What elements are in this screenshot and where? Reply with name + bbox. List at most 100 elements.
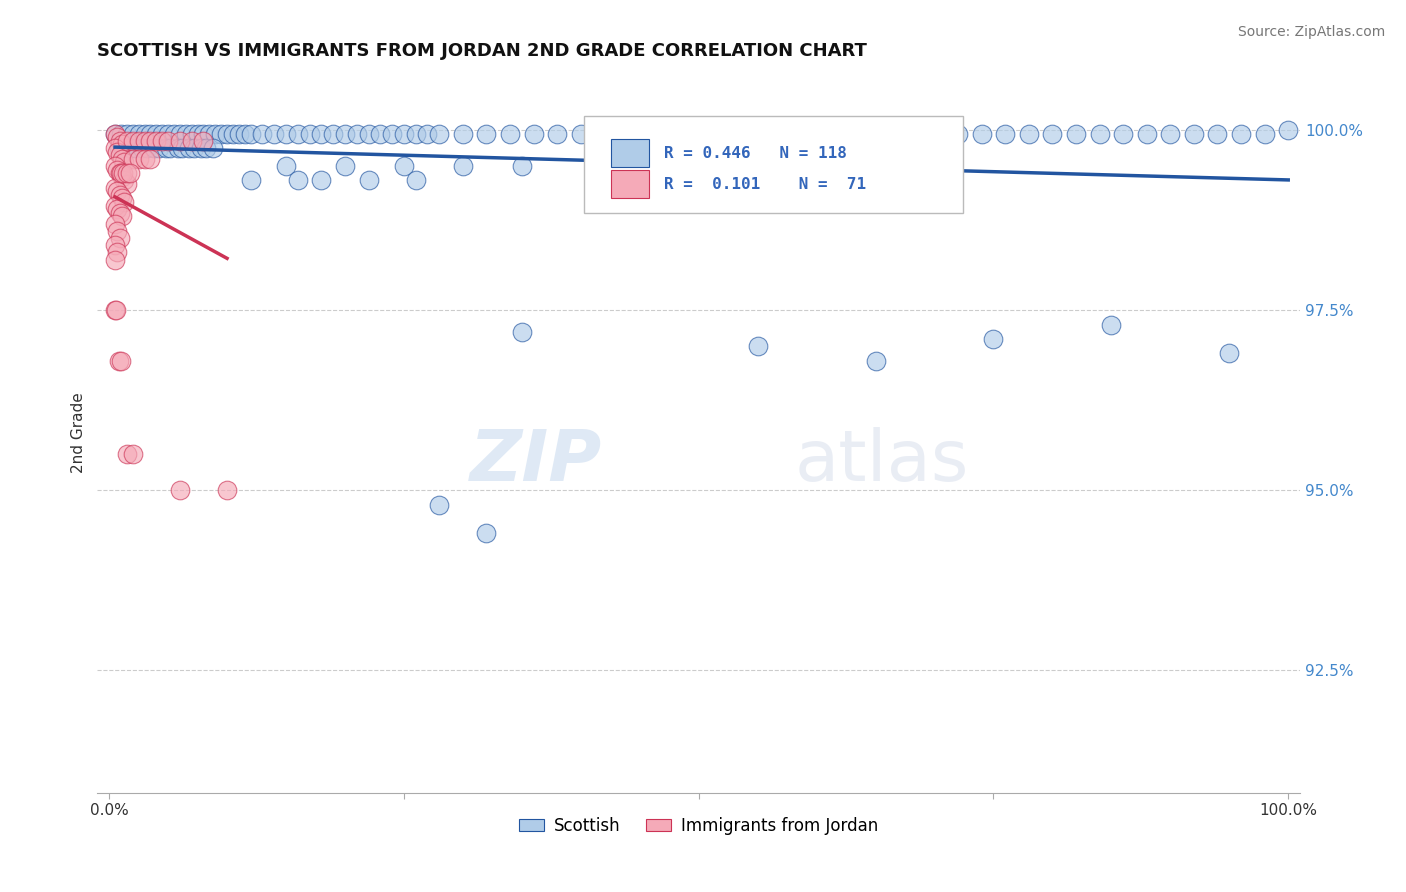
Point (110, 127, 132, 141)
Point (1136, 127, 1159, 141)
Point (274, 127, 297, 141)
Point (166, 141, 188, 155)
Point (451, 127, 474, 141)
Point (172, 141, 194, 155)
Point (104, 303, 127, 318)
Point (405, 173, 427, 187)
Point (134, 127, 156, 141)
Point (1230, 127, 1253, 141)
Point (145, 134, 167, 148)
Point (392, 159, 415, 173)
Point (105, 162, 128, 177)
Point (209, 127, 232, 141)
Point (131, 141, 153, 155)
Point (405, 127, 427, 141)
Point (115, 134, 138, 148)
Point (114, 155, 136, 169)
Point (121, 447, 143, 461)
Point (852, 127, 875, 141)
Point (108, 206, 131, 220)
Point (593, 127, 616, 141)
Point (201, 141, 224, 155)
Point (416, 127, 439, 141)
Point (983, 332, 1005, 346)
Point (104, 127, 127, 141)
Point (112, 141, 135, 155)
Point (169, 134, 191, 148)
Point (174, 127, 197, 141)
Point (499, 127, 522, 141)
Text: SCOTTISH VS IMMIGRANTS FROM JORDAN 2ND GRADE CORRELATION CHART: SCOTTISH VS IMMIGRANTS FROM JORDAN 2ND G… (97, 42, 868, 60)
Point (1042, 127, 1064, 141)
Point (782, 127, 804, 141)
Point (115, 127, 138, 141)
FancyBboxPatch shape (585, 116, 963, 213)
Point (193, 134, 215, 148)
Point (159, 141, 181, 155)
Point (105, 224, 128, 238)
Point (198, 127, 221, 141)
Point (1206, 127, 1229, 141)
Point (148, 141, 170, 155)
Point (139, 152, 162, 166)
Point (115, 166, 138, 180)
Point (120, 166, 142, 180)
Point (381, 127, 404, 141)
Point (110, 166, 132, 180)
Point (107, 353, 129, 368)
Point (105, 245, 128, 260)
Point (157, 134, 180, 148)
Point (239, 127, 262, 141)
Point (155, 141, 177, 155)
Point (150, 127, 173, 141)
Point (475, 526, 498, 541)
Point (322, 127, 344, 141)
Point (105, 130, 128, 145)
Point (1112, 127, 1135, 141)
Point (1064, 127, 1087, 141)
Point (215, 127, 238, 141)
Point (333, 127, 356, 141)
Point (142, 141, 165, 155)
Point (128, 134, 150, 148)
Point (274, 159, 297, 173)
Point (523, 127, 546, 141)
Point (475, 127, 498, 141)
Point (111, 210, 134, 224)
Point (1099, 318, 1122, 332)
Point (112, 166, 135, 180)
Point (135, 141, 157, 155)
Point (876, 127, 898, 141)
Point (104, 180, 127, 194)
Point (392, 127, 415, 141)
Point (747, 339, 769, 353)
Point (190, 141, 212, 155)
Point (128, 152, 150, 166)
Point (311, 127, 333, 141)
Point (105, 202, 128, 217)
Point (180, 134, 202, 148)
Point (204, 127, 226, 141)
Point (970, 127, 993, 141)
Point (994, 127, 1017, 141)
Point (451, 159, 474, 173)
Point (711, 127, 734, 141)
Point (228, 127, 250, 141)
Point (346, 127, 368, 141)
Point (111, 169, 134, 184)
Point (1088, 127, 1111, 141)
Point (298, 127, 321, 141)
Point (105, 303, 128, 318)
Point (193, 127, 215, 141)
Point (287, 173, 309, 187)
Point (215, 483, 238, 498)
Point (617, 127, 640, 141)
Point (121, 134, 143, 148)
Point (546, 127, 568, 141)
Point (924, 127, 946, 141)
Point (357, 173, 380, 187)
Point (830, 127, 852, 141)
Point (263, 127, 285, 141)
Point (758, 127, 780, 141)
Point (179, 141, 201, 155)
